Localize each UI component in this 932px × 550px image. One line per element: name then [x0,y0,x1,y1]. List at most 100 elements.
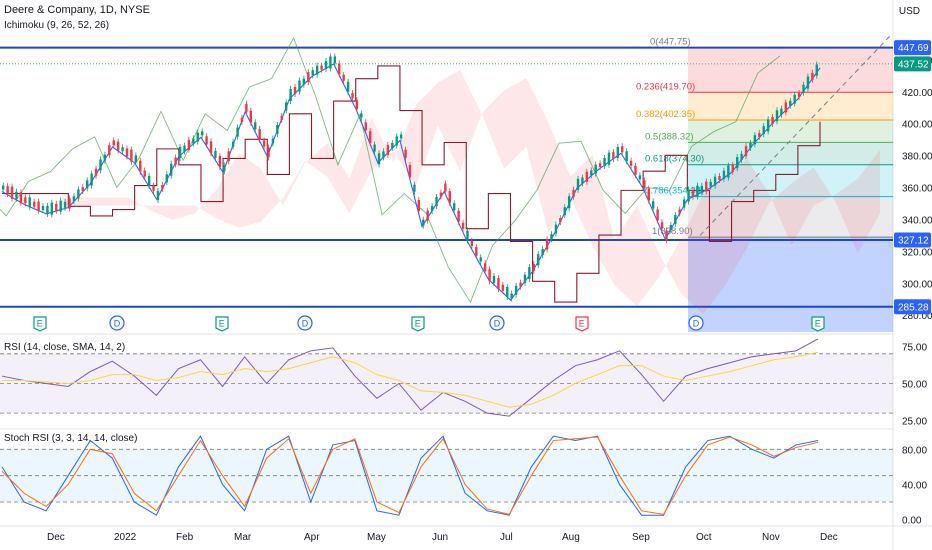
fib-level-label: 0.786(354.34) [645,186,704,197]
candle-body [691,189,695,197]
candle-body [342,74,345,81]
candle-body [537,254,540,266]
candle-body [660,222,664,229]
candle-body [572,189,575,197]
ichimoku-lagging-span [0,36,781,304]
candle-body [156,191,160,201]
earnings-marker [575,316,589,332]
candle-body [762,126,765,135]
candle-body [461,222,465,229]
candle-body [506,286,509,297]
candle-body [674,214,677,224]
candle-body [59,200,62,212]
candle-body [457,210,460,222]
earnings-marker [215,316,229,332]
candle-body [417,199,421,211]
dividend-marker [489,315,505,331]
candle-body [647,188,650,201]
candle-body [15,191,18,199]
candle-body [395,136,398,146]
candle-body [258,129,261,141]
time-axis-tick: Dec [820,532,838,543]
candle-body [143,170,146,177]
rsi-legend[interactable]: RSI (14, close, SMA, 14, 2) [4,342,126,353]
event-marker-letter: E [579,319,585,329]
stoch-d-line [1,436,819,515]
rsi-ma-line [2,351,819,408]
candle-body [758,132,761,137]
stoch-rsi-legend[interactable]: Stoch RSI (3, 3, 14, 14, close) [4,433,138,444]
candle-body [170,163,173,176]
candle-body [55,203,58,211]
candle-body [152,185,155,191]
time-axis-tick: Oct [696,532,712,543]
candle-body [439,192,443,197]
candle-body [811,72,814,80]
rsi-axis-tick: 25.00 [902,417,927,428]
candle-body [346,81,350,92]
event-marker-letter: D [494,319,501,329]
time-axis-tick: Jun [432,532,448,543]
candle-body [333,56,337,64]
rsi-axis-tick: 75.00 [902,342,927,353]
candle-body [408,164,412,177]
price-badge-label: 437.52 [898,59,929,70]
candle-body [50,202,54,215]
candle-body [696,185,699,197]
candle-body [687,189,690,202]
stoch-axis-tick: 0.00 [902,516,922,527]
candle-body [364,122,367,131]
event-marker-letter: E [415,319,421,329]
price-badge-label: 285.28 [898,302,929,313]
time-axis-tick: Aug [562,532,580,543]
candle-body [355,100,359,110]
candle-body [324,61,328,70]
candle-body [28,197,31,208]
candle-body [46,205,49,214]
candle-body [19,192,23,204]
candle-body [165,174,168,183]
candle-body [94,168,98,176]
candle-body [682,199,686,208]
dividend-marker [109,315,125,331]
price-axis-tick: 300.00 [902,279,932,290]
ichimoku-cloud [62,69,880,315]
candle-body [806,76,810,89]
candle-body [616,146,620,158]
candle-body [621,146,624,153]
candle-body [435,197,438,207]
candle-body [377,153,381,165]
fib-level-label: 0.236(419.70) [636,81,695,92]
candle-body [227,151,230,162]
ichimoku-legend[interactable]: Ichimoku (9, 26, 52, 26) [4,20,110,31]
price-badge [894,40,931,56]
time-axis-tick: Jul [500,532,513,543]
candle-body [276,124,279,134]
stoch-k-line [1,435,819,516]
candle-body [196,132,199,142]
candle-body [514,285,518,295]
price-badge-label: 447.69 [898,43,929,54]
candle-body [713,176,717,186]
candle-body [581,177,584,184]
time-axis-tick: Dec [47,532,65,543]
candle-body [187,139,191,150]
price-badge [894,232,931,248]
candle-body [563,207,566,216]
candle-body [629,160,633,166]
candle-body [744,146,748,157]
event-marker-letter: E [37,319,43,329]
candle-body [382,151,385,158]
candle-body [448,191,451,204]
candle-body [24,197,27,204]
candle-body [63,201,67,208]
candle-body [590,170,593,176]
candle-body [6,186,9,195]
candle-body [771,117,774,125]
candle-body [121,147,124,152]
candle-body [391,142,394,148]
price-axis-tick: 420.00 [902,88,932,99]
candle-body [789,100,792,106]
time-axis-tick: May [367,532,386,543]
